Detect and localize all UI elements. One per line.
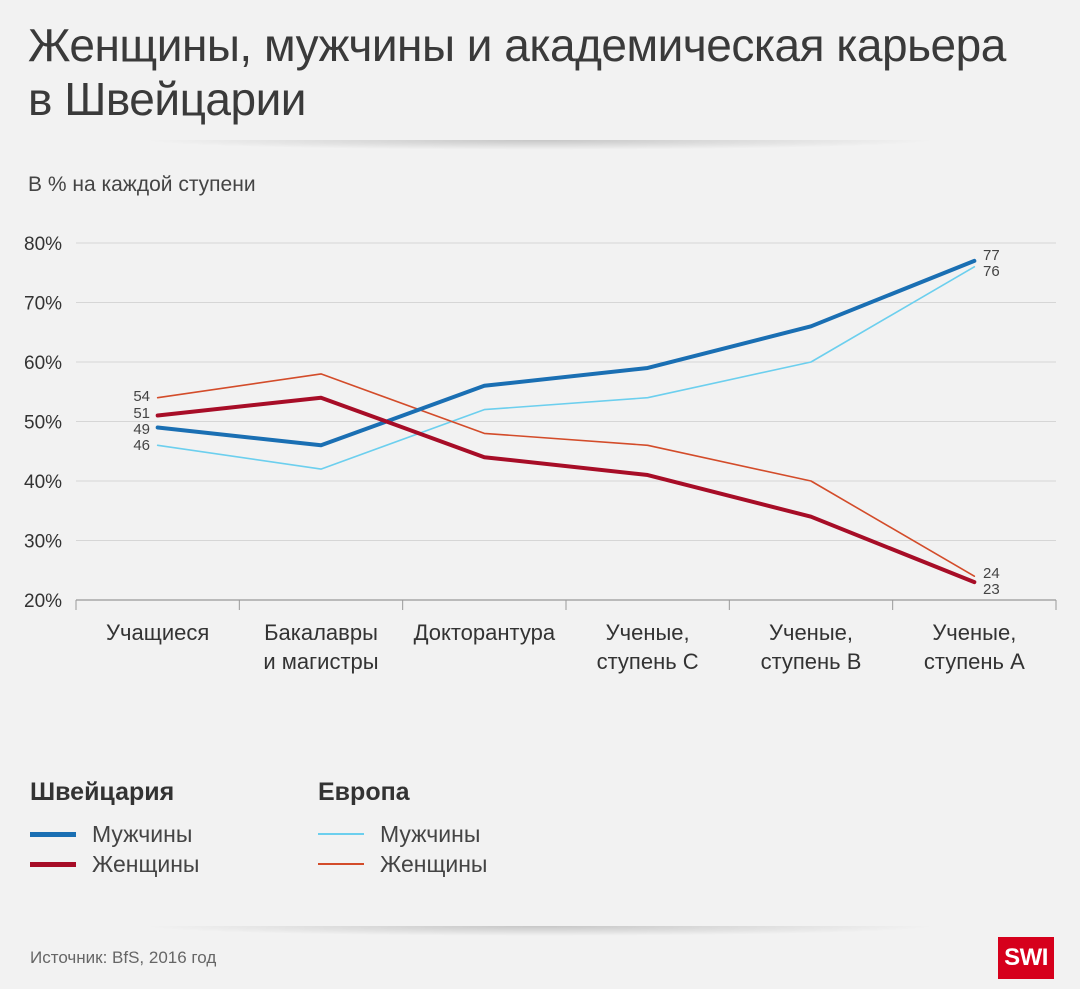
legend-swatch	[30, 831, 76, 837]
series-line	[155, 395, 977, 585]
data-label: 77	[983, 247, 1000, 264]
legend-item: Женщины	[30, 849, 199, 879]
data-label: 49	[133, 421, 150, 438]
data-label: 24	[983, 565, 1000, 582]
swi-logo: SWI	[998, 937, 1054, 979]
legend-heading: Швейцария	[30, 778, 175, 806]
legend-group-switzerland: Швейцария Мужчины Женщины	[30, 778, 199, 879]
x-tick-label: Докторантура	[414, 620, 556, 645]
y-tick-label: 20%	[24, 591, 62, 612]
data-label: 54	[133, 388, 150, 405]
x-tick-label: и магистры	[263, 649, 378, 674]
x-tick-label: ступень В	[761, 649, 862, 674]
x-tick-label: Ученые,	[769, 620, 853, 645]
x-tick-label: Ученые,	[606, 620, 690, 645]
x-tick-label: Бакалавры	[264, 620, 378, 645]
data-label: 46	[133, 437, 150, 454]
series-line	[155, 258, 977, 448]
legend-swatch	[30, 861, 76, 867]
legend-label: Женщины	[380, 850, 488, 877]
series-line	[156, 265, 976, 470]
chart-subtitle: В % на каждой ступени	[28, 173, 256, 196]
y-tick-label: 40%	[24, 472, 62, 493]
data-label: 51	[133, 405, 150, 422]
y-tick-label: 30%	[24, 532, 62, 553]
legend-label: Мужчины	[380, 820, 481, 847]
chart-title: Женщины, мужчины и академическая карьера…	[28, 19, 1006, 125]
legend-item: Мужчины	[30, 819, 199, 849]
data-label: 76	[983, 263, 1000, 280]
title-divider	[140, 140, 940, 150]
source-note: Источник: BfS, 2016 год	[30, 948, 217, 967]
legend-swatch	[318, 863, 364, 865]
x-tick-label: ступень А	[924, 649, 1025, 674]
legend-item: Женщины	[318, 849, 487, 879]
x-tick-label: Ученые,	[932, 620, 1016, 645]
legend-label: Женщины	[92, 850, 200, 877]
line-chart: 20% 30% 40% 50% 60% 70% 80% Учащиеся Бакалавры и …	[24, 234, 1057, 674]
x-tick-label: Учащиеся	[106, 620, 209, 645]
y-tick-label: 60%	[24, 353, 62, 374]
legend-label: Мужчины	[92, 820, 193, 847]
legend-swatch	[318, 833, 364, 835]
legend-group-europe: Европа Мужчины Женщины	[318, 778, 487, 879]
x-tick-label: ступень С	[597, 649, 699, 674]
legend-heading: Европа	[318, 778, 410, 806]
footer-divider	[140, 926, 940, 936]
series-line	[156, 373, 976, 578]
y-tick-label: 50%	[24, 413, 62, 434]
y-tick-label: 80%	[24, 234, 62, 255]
legend-item: Мужчины	[318, 819, 487, 849]
data-label: 23	[983, 581, 1000, 598]
y-tick-label: 70%	[24, 294, 62, 315]
